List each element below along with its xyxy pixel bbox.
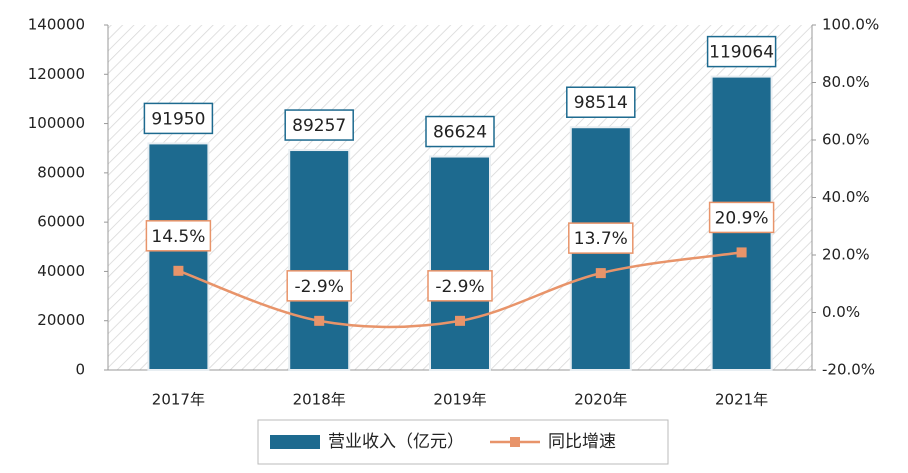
bar [147,142,210,371]
data-label: 86624 [433,123,487,143]
data-label: 89257 [292,116,346,136]
x-tick-label: 2021年 [715,391,768,409]
x-tick-label: 2020年 [574,391,627,409]
y-tick-label: 20000 [37,311,85,329]
data-label-box [145,220,212,252]
marker [455,315,465,326]
data-label: 14.5% [151,227,205,247]
data-label: -2.9% [435,277,484,297]
data-label-box [706,35,777,68]
data-label-box [427,270,493,302]
legend-label: 同比增速 [548,432,616,452]
marker [314,315,325,326]
y-tick-label: 40000 [37,262,85,280]
y2-tick-label: 20.0% [822,246,870,264]
marker [595,268,606,279]
x-tick-label: 2019年 [433,391,486,409]
y-tick-label: 60000 [37,213,85,231]
y2-tick-label: 60.0% [822,131,870,149]
marker [173,265,184,276]
y-tick-label: 120000 [28,65,85,83]
data-label: 13.7% [574,229,628,249]
x-tick-label: 2017年 [152,391,205,409]
y2-tick-label: 80.0% [822,73,870,91]
data-label-box [284,109,354,141]
legend-label: 营业收入（亿元） [328,432,464,452]
legend-box [257,419,669,465]
data-label-box [286,270,352,302]
y-tick-label: 80000 [37,163,85,181]
bar [429,155,491,371]
y2-tick-label: 40.0% [822,188,870,206]
legend-swatch [510,437,520,447]
y-tick-label: 0 [75,361,85,379]
bar [288,149,351,371]
y2-tick-label: 100.0% [822,16,879,34]
data-label: 91950 [151,109,205,129]
legend-swatch [270,435,320,449]
y2-tick-label: 0.0% [822,303,860,321]
x-tick-label: 2018年 [293,391,346,409]
data-label-box [708,201,775,234]
data-label: 20.9% [715,208,769,228]
data-label: -2.9% [295,277,344,297]
data-label-box [425,115,495,148]
y2-tick-label: -20.0% [822,361,875,379]
data-label: 119064 [709,43,774,63]
data-label-box [566,86,636,118]
data-label: 98514 [574,93,628,113]
y-tick-label: 100000 [28,114,85,132]
data-label-box [568,222,634,254]
data-label-box [143,102,214,135]
marker [736,247,747,258]
y-tick-label: 140000 [28,16,85,34]
